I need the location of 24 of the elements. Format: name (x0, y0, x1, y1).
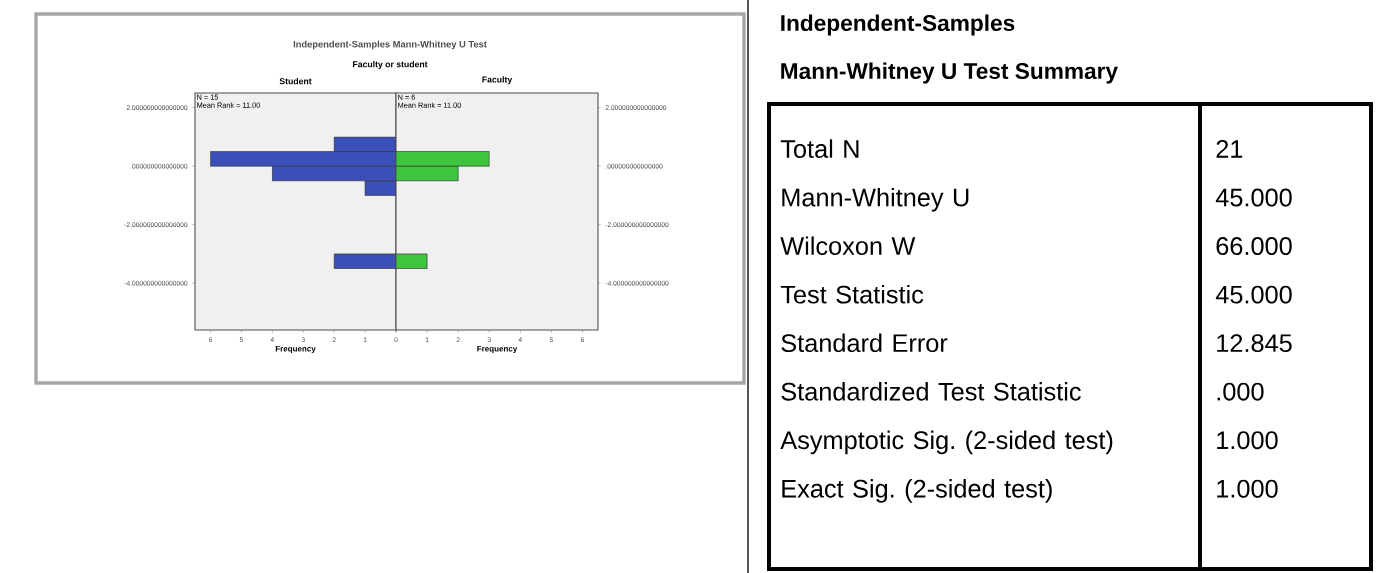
category-label: Exact Sig. (2-sided test) (782, 479, 1052, 503)
text: 21 (1216, 140, 1243, 158)
text: 45.000 (1215, 188, 1292, 207)
category-label: Test Statistic (780, 284, 924, 304)
text: Independent-Samples Mann-Whitney U Test (293, 40, 487, 50)
text: 1.000 (1217, 431, 1278, 450)
category-label: Standard Error (781, 333, 948, 353)
text: 12.845 (1217, 334, 1292, 353)
chart-title: Faculty (482, 76, 513, 85)
category-label: Asymptotic Sig. (2-sided test) (780, 430, 1113, 455)
x-axis-title: Frequency (275, 345, 316, 354)
chart-title: Student (279, 77, 312, 85)
category-label: Total N (780, 139, 859, 158)
text: 1.000 (1217, 479, 1278, 498)
text: Faculty or student (353, 60, 428, 70)
category-label: Mann-Whitney U (782, 187, 969, 212)
text: 66.000 (1216, 237, 1292, 256)
category-label: Wilcoxon W (780, 236, 916, 256)
text: .000 (1217, 382, 1264, 401)
x-axis-title: Frequency (477, 345, 518, 354)
text: Mann-Whitney U Test Summary (781, 62, 1118, 84)
category-label: Standardized Test Statistic (781, 382, 1081, 401)
text: Independent-Samples (781, 14, 1015, 36)
text: 45.000 (1215, 285, 1292, 304)
